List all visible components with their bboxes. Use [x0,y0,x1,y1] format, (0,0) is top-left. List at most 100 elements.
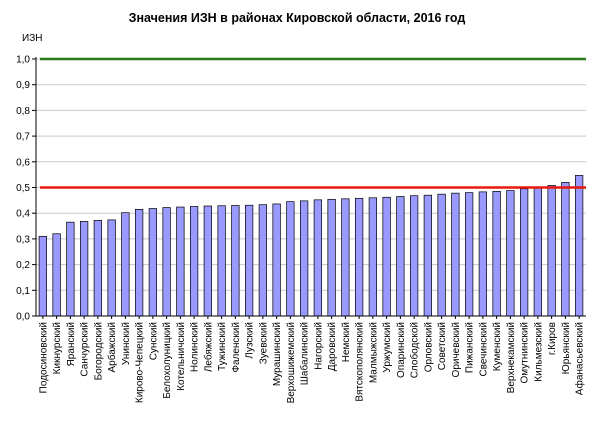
x-tick-label: Котельничский [176,322,187,391]
x-tick-label: Орловский [423,322,434,372]
bar-23 [341,198,350,317]
bar-5 [93,220,102,317]
y-tick-label: 1,0 [16,55,30,66]
bar-21 [313,199,322,317]
y-tick-label: 0,4 [16,209,30,220]
bar-9 [148,208,157,317]
y-axis-label: ИЗН [22,33,42,44]
x-tick-label: г.Киров [547,322,558,355]
x-tick-label: Опаринский [396,322,407,378]
y-tick-label: 0,0 [16,312,30,323]
bar-39 [561,182,570,317]
bar-10 [162,207,171,317]
x-tick-label: Оричевский [451,322,462,377]
x-tick-label: Подосиновский [38,322,49,393]
y-tick-label: 0,6 [16,157,30,168]
bar-29 [423,194,432,317]
x-tick-label: Кильмезский [533,322,544,382]
x-tick-label: Шабалинский [299,322,311,385]
x-tick-label: Белохолуницкий [162,322,173,399]
x-tick-label: Малмыжский [368,322,379,383]
x-tick-label: Яранский [66,322,77,366]
bar-11 [176,206,185,317]
chart-title: Значения ИЗН в районах Кировской области… [129,11,466,25]
bar-6 [107,219,116,317]
x-tick-label: Кирово-Чепецкий [135,322,146,403]
bar-25 [368,197,377,317]
x-tick-label: Вятскополянский [355,322,366,402]
x-tick-label: Фаленский [231,322,242,373]
bar-35 [506,190,515,317]
x-tick-label: Омутнинский [520,322,531,384]
x-tick-label: Верхошижемский [286,322,297,403]
bar-31 [451,192,460,317]
x-tick-label: Советский [437,322,448,370]
bar-33 [478,191,487,317]
y-tick-label: 0,2 [16,260,30,271]
x-tick-label: Сунский [148,322,159,360]
x-tick-label: Зуевский [258,322,269,364]
bar-26 [382,196,391,317]
x-tick-label: Пижанский [465,322,476,373]
x-tick-label: Лузский [245,322,256,359]
y-tick-label: 0,9 [16,80,30,91]
y-tick-label: 0,8 [16,106,30,117]
x-tick-label: Свечинский [478,322,489,377]
reference-lines [40,57,586,189]
x-tick-label: Кикнурский [52,322,63,374]
x-tick-label: Немский [341,322,352,362]
bar-1 [38,235,48,317]
bar-4 [79,221,89,317]
x-tick-label: Санчурский [80,322,91,377]
x-tick-label: Богородский [93,322,104,380]
x-tick-label: Лебяжский [202,322,214,372]
x-tick-labels: Подосиновский Кикнурский Яранский Санчурски… [38,316,586,403]
x-tick-label: Уржумский [382,322,393,373]
bar-2 [52,233,61,317]
x-tick-label: Даровский [327,322,338,371]
gridlines [36,58,586,291]
bar-20 [299,200,309,317]
x-tick-label: Арбажский [106,322,118,373]
y-tick-labels: 0,0 0,1 0,2 0,3 0,4 0,5 0,6 0,7 0,8 0,9 1,0 [16,55,36,323]
bar-36 [519,188,529,317]
y-tick-label: 0,7 [16,132,30,143]
x-tick-label: Куменский [492,322,503,371]
x-tick-label: Унинский [121,322,132,365]
bar-28 [409,195,419,317]
bar-30 [437,193,446,317]
bar-22 [327,198,336,317]
bar-13 [203,205,212,317]
bar-34 [492,191,501,317]
x-tick-label: Нагорский [313,322,324,370]
axes [35,57,586,317]
bar-19 [286,201,295,317]
bar-18 [272,203,281,317]
x-tick-label: Тужинский [217,322,228,371]
bar-14 [217,205,226,317]
y-tick-label: 0,5 [16,183,30,194]
x-tick-label: Афанасьевский [574,322,586,395]
y-tick-label: 0,3 [16,234,30,245]
bar-24 [354,197,364,317]
bar-8 [134,208,144,317]
bar-17 [258,204,267,317]
bar-27 [396,196,405,317]
x-tick-label: Нолинский [190,322,201,372]
y-tick-label: 0,1 [16,286,30,297]
bar-32 [464,192,474,317]
bar-7 [121,212,130,317]
bar-37 [533,187,543,317]
bar-3 [66,221,75,317]
bar-12 [189,206,199,317]
bar-16 [244,204,254,317]
bar-40 [574,175,584,317]
bars [38,175,584,317]
x-tick-label: Слободской [409,322,421,378]
x-tick-label: Верхнекамский [506,322,517,393]
bar-15 [231,205,240,317]
x-tick-label: Мурашинский [272,322,283,386]
x-tick-label: Юрьянский [561,322,572,374]
